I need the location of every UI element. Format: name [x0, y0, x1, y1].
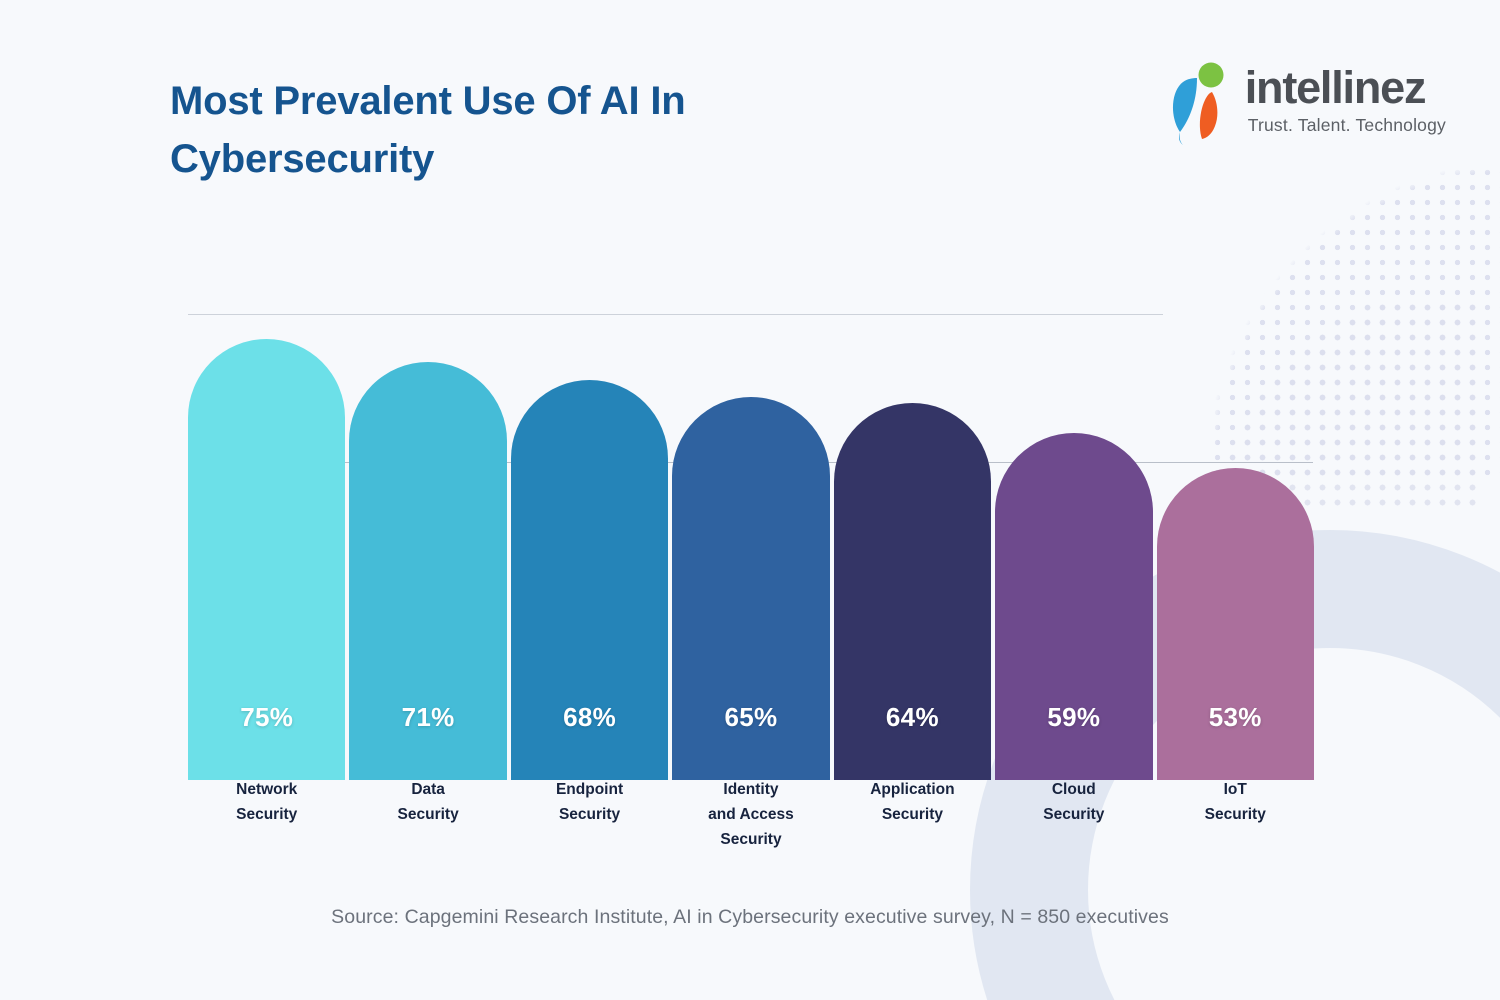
bar-value-label: 71% [401, 702, 455, 732]
bar-column: 65% [672, 315, 830, 780]
category-label: Application Security [870, 781, 955, 823]
brand-logo: intellinez Trust. Talent. Technology [1171, 62, 1446, 146]
bar-column: 59% [995, 315, 1153, 780]
bar: 65% [672, 397, 830, 780]
bar-column: 71% [349, 315, 507, 780]
gridline-top [188, 314, 1163, 315]
category-label: IoT Security [1204, 781, 1266, 823]
logo-wordmark: intellinez [1244, 62, 1427, 113]
bar-column: 64% [833, 315, 992, 780]
logo-tagline: Trust. Talent. Technology [1247, 115, 1446, 136]
category-label: Network Security [236, 781, 298, 823]
intellinez-logo-icon [1172, 62, 1224, 145]
bar: 68% [510, 380, 669, 780]
category-label: Endpoint Security [555, 781, 624, 823]
bar: 59% [995, 433, 1153, 780]
bar-column: 75% [188, 315, 346, 780]
bar-chart: 75% 71% 68% 65% 64% 59% 53% [188, 300, 1314, 780]
bar-value-label: 59% [1047, 702, 1101, 732]
bar-value-label: 53% [1208, 702, 1262, 732]
logo-text: intellinez Trust. Talent. Technology [1245, 62, 1446, 136]
bar: 75% [188, 339, 346, 780]
bar-series: 75% 71% 68% 65% 64% 59% 53% [188, 315, 1314, 780]
category-label: Data Security [397, 781, 459, 823]
bar-value-label: 68% [563, 702, 617, 732]
bar-value-label: 64% [885, 702, 939, 732]
bar-column: 53% [1156, 315, 1314, 780]
category-axis-labels: Network Security Data Security Endpoint Se… [188, 778, 1314, 852]
bar-value-label: 75% [240, 702, 294, 732]
category-label: Identity and Access Security [708, 781, 794, 848]
category-label: Cloud Security [1043, 781, 1105, 823]
source-note: Source: Capgemini Research Institute, AI… [331, 906, 1169, 928]
bar-column: 68% [510, 315, 669, 780]
bar-value-label: 65% [724, 702, 778, 732]
bar: 64% [833, 403, 992, 780]
page-title: Most Prevalent Use Of AI In Cybersecurit… [170, 79, 686, 181]
bar: 71% [349, 362, 507, 780]
bar: 53% [1156, 468, 1314, 780]
